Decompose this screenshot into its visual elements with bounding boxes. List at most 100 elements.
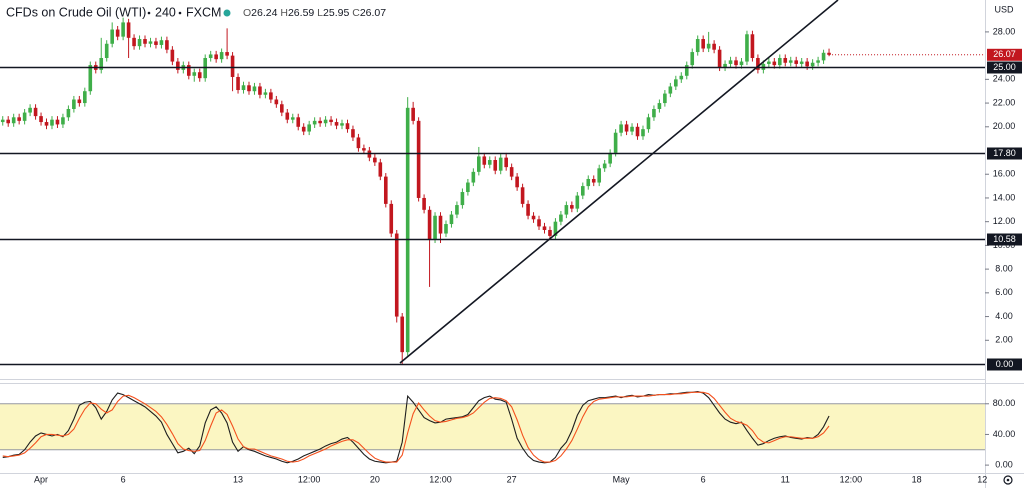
candle-body xyxy=(334,122,339,126)
candle-body xyxy=(805,61,809,67)
ohlc-value: 25.95 xyxy=(323,7,349,19)
currency-label: USD xyxy=(994,4,1014,14)
level-label-box xyxy=(987,61,1022,74)
candle-body xyxy=(794,60,799,64)
candle-layer xyxy=(0,17,831,365)
x-tick-label: 6 xyxy=(121,474,126,484)
y-tick-label: 6.00 xyxy=(995,287,1013,297)
candle-body xyxy=(88,65,93,92)
candle-body xyxy=(132,37,136,47)
candle-body xyxy=(745,34,749,62)
candle-body xyxy=(11,117,16,124)
x-tick-label: 12:00 xyxy=(840,474,863,484)
x-tick-label: 12 xyxy=(977,474,987,484)
candle-body xyxy=(701,39,705,49)
candle-body xyxy=(33,107,38,117)
candle-body xyxy=(487,160,492,165)
candle-body xyxy=(783,57,788,63)
candle-body xyxy=(312,120,317,125)
level-label: 0.00 xyxy=(996,359,1014,369)
candle-body xyxy=(635,126,640,137)
candle-body xyxy=(559,214,563,222)
settings-gear[interactable] xyxy=(1003,475,1013,485)
candle-body xyxy=(186,65,191,76)
settings-gear-hub[interactable] xyxy=(1006,478,1010,482)
candle-body xyxy=(362,148,366,151)
candle-body xyxy=(586,178,591,187)
candle-body xyxy=(72,99,76,109)
candle-body xyxy=(433,215,437,240)
candle-body xyxy=(810,62,815,67)
candle-body xyxy=(197,72,202,79)
candle-body xyxy=(717,49,722,68)
x-tick-label: 12:00 xyxy=(298,474,321,484)
candle-body xyxy=(498,157,503,171)
candle-body xyxy=(772,61,777,66)
candle-body xyxy=(712,43,716,50)
candle-body xyxy=(77,99,82,104)
candle-body xyxy=(6,119,11,124)
candle-body xyxy=(307,124,311,132)
x-tick-label: 18 xyxy=(912,474,922,484)
candle-body xyxy=(214,54,218,60)
candle-body xyxy=(394,233,399,317)
candle-body xyxy=(345,123,350,130)
candle-body xyxy=(548,229,552,236)
candle-body xyxy=(230,55,235,77)
candle-body xyxy=(340,123,344,126)
candle-body xyxy=(383,176,388,204)
candle-body xyxy=(17,117,21,121)
x-tick-label: Apr xyxy=(34,474,48,484)
candle-body xyxy=(400,316,405,353)
candle-body xyxy=(827,52,831,55)
candle-body xyxy=(668,86,673,94)
candle-body xyxy=(608,152,612,164)
ohlc-prefix: H xyxy=(280,7,288,19)
separator-dot xyxy=(178,11,182,15)
candle-body xyxy=(252,86,257,92)
candle-body xyxy=(695,39,700,53)
candle-body xyxy=(296,117,301,127)
candle-body xyxy=(247,85,251,92)
candle-body xyxy=(236,76,240,91)
candle-body xyxy=(564,205,569,215)
candle-body xyxy=(674,79,678,87)
settings-icon[interactable] xyxy=(1003,475,1013,485)
candle-body xyxy=(624,124,629,132)
candle-body xyxy=(389,203,394,234)
candle-body xyxy=(816,60,820,63)
candle-body xyxy=(258,86,262,95)
candle-body xyxy=(493,160,498,171)
candle-body xyxy=(121,22,125,37)
y-tick-label: 4.00 xyxy=(995,311,1013,321)
candle-body xyxy=(613,132,618,153)
candle-body xyxy=(28,107,32,113)
candle-body xyxy=(777,57,782,66)
candle-body xyxy=(449,214,454,225)
candle-body xyxy=(143,39,147,44)
candle-body xyxy=(799,61,804,64)
band-layer xyxy=(0,403,985,451)
candle-body xyxy=(526,203,530,216)
candle-body xyxy=(531,215,536,220)
candle-body xyxy=(416,120,421,198)
candle-body xyxy=(570,205,574,209)
y-tick-label: 28.00 xyxy=(993,26,1016,36)
candle-body xyxy=(192,72,197,76)
y-tick-label: 0.00 xyxy=(995,459,1013,469)
candle-body xyxy=(750,34,755,58)
candle-body xyxy=(61,117,65,125)
overbought-oversold-band xyxy=(0,403,985,450)
ohlc-prefix: O xyxy=(243,7,251,19)
candle-body xyxy=(619,124,623,133)
candle-body xyxy=(460,192,465,206)
candle-body xyxy=(290,117,295,120)
market-status-dot[interactable] xyxy=(223,9,231,17)
x-tick-label: 27 xyxy=(507,474,517,484)
candle-body xyxy=(351,129,355,138)
y-tick-label: 12.00 xyxy=(993,216,1016,226)
candle-body xyxy=(165,40,169,50)
last-price-label: 26.07 xyxy=(993,49,1016,59)
